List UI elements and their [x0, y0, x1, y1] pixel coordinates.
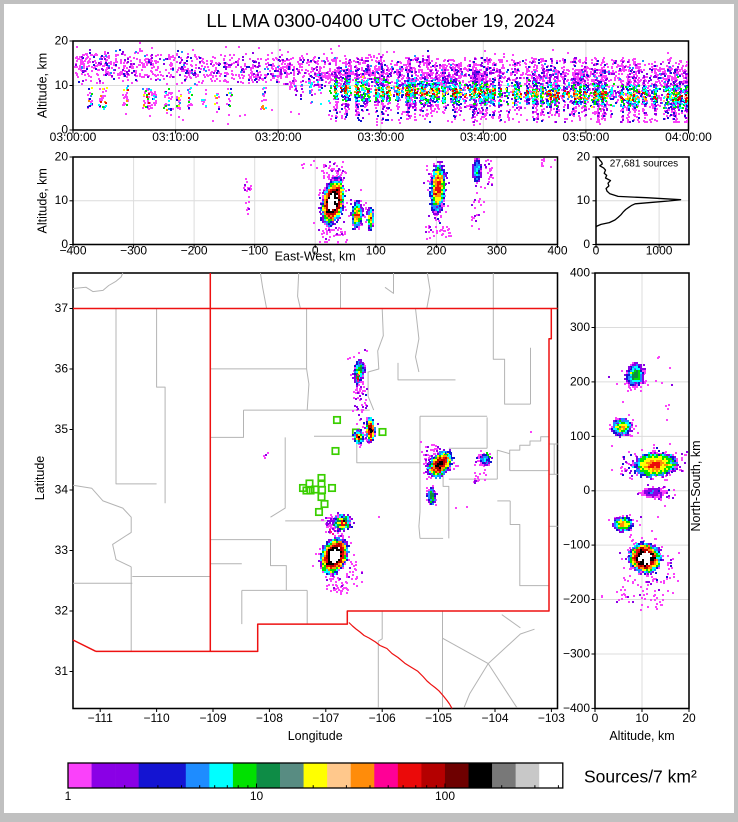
- svg-text:400: 400: [547, 244, 567, 258]
- svg-text:34: 34: [55, 483, 69, 497]
- svg-text:East-West, km: East-West, km: [275, 250, 356, 264]
- svg-text:200: 200: [570, 374, 590, 388]
- svg-text:−100: −100: [241, 244, 268, 258]
- svg-text:32: 32: [55, 604, 69, 618]
- svg-text:−104: −104: [481, 711, 508, 725]
- svg-text:−108: −108: [256, 711, 283, 725]
- svg-text:0: 0: [61, 123, 68, 137]
- svg-text:10: 10: [635, 711, 649, 725]
- svg-text:10: 10: [250, 789, 264, 803]
- svg-text:10: 10: [55, 193, 69, 207]
- svg-text:0: 0: [312, 244, 319, 258]
- svg-text:0: 0: [593, 244, 600, 258]
- svg-text:20: 20: [577, 150, 591, 164]
- svg-text:−200: −200: [563, 592, 590, 606]
- svg-text:−300: −300: [563, 647, 590, 661]
- svg-text:100: 100: [366, 244, 386, 258]
- svg-text:Altitude, km: Altitude, km: [36, 53, 50, 118]
- svg-text:LL LMA 0300-0400 UTC October 1: LL LMA 0300-0400 UTC October 19, 2024: [206, 10, 555, 31]
- svg-text:10: 10: [577, 193, 591, 207]
- svg-text:1000: 1000: [646, 244, 673, 258]
- svg-text:−105: −105: [425, 711, 452, 725]
- svg-text:20: 20: [55, 34, 69, 48]
- svg-text:300: 300: [570, 320, 590, 334]
- svg-text:−100: −100: [563, 538, 590, 552]
- svg-text:−111: −111: [88, 711, 114, 725]
- svg-text:−300: −300: [120, 244, 147, 258]
- svg-text:Latitude: Latitude: [33, 456, 47, 501]
- svg-text:Sources/7 km²: Sources/7 km²: [584, 767, 697, 787]
- svg-text:20: 20: [55, 150, 69, 164]
- svg-text:04:00:00: 04:00:00: [665, 130, 712, 144]
- svg-text:0: 0: [61, 237, 68, 251]
- svg-text:100: 100: [570, 429, 590, 443]
- svg-text:0: 0: [592, 711, 599, 725]
- svg-text:0: 0: [583, 483, 590, 497]
- svg-text:03:40:00: 03:40:00: [460, 130, 507, 144]
- svg-text:−103: −103: [538, 711, 565, 725]
- svg-text:−200: −200: [181, 244, 208, 258]
- svg-text:400: 400: [570, 266, 590, 280]
- svg-text:Altitude, km: Altitude, km: [609, 729, 674, 743]
- svg-text:1: 1: [65, 789, 72, 803]
- svg-text:37: 37: [55, 301, 69, 315]
- svg-text:−107: −107: [312, 711, 339, 725]
- svg-text:−109: −109: [199, 711, 226, 725]
- svg-text:10: 10: [55, 78, 69, 92]
- svg-text:27,681 sources: 27,681 sources: [610, 159, 678, 170]
- svg-text:33: 33: [55, 543, 69, 557]
- svg-text:200: 200: [426, 244, 446, 258]
- svg-text:0: 0: [583, 237, 590, 251]
- svg-text:100: 100: [435, 789, 455, 803]
- svg-text:−400: −400: [563, 701, 590, 715]
- svg-text:20: 20: [682, 711, 696, 725]
- svg-text:03:20:00: 03:20:00: [255, 130, 302, 144]
- svg-text:03:50:00: 03:50:00: [563, 130, 610, 144]
- svg-text:−110: −110: [144, 711, 170, 725]
- svg-text:36: 36: [55, 362, 69, 376]
- svg-text:03:10:00: 03:10:00: [152, 130, 199, 144]
- svg-text:35: 35: [55, 422, 69, 436]
- svg-text:North-South, km: North-South, km: [689, 440, 703, 531]
- svg-text:−106: −106: [369, 711, 396, 725]
- svg-text:03:30:00: 03:30:00: [357, 130, 404, 144]
- svg-text:300: 300: [487, 244, 507, 258]
- svg-text:−400: −400: [59, 244, 86, 258]
- svg-text:03:00:00: 03:00:00: [50, 130, 97, 144]
- svg-text:31: 31: [55, 664, 69, 678]
- svg-text:Altitude, km: Altitude, km: [36, 168, 50, 233]
- svg-text:Longitude: Longitude: [288, 729, 343, 743]
